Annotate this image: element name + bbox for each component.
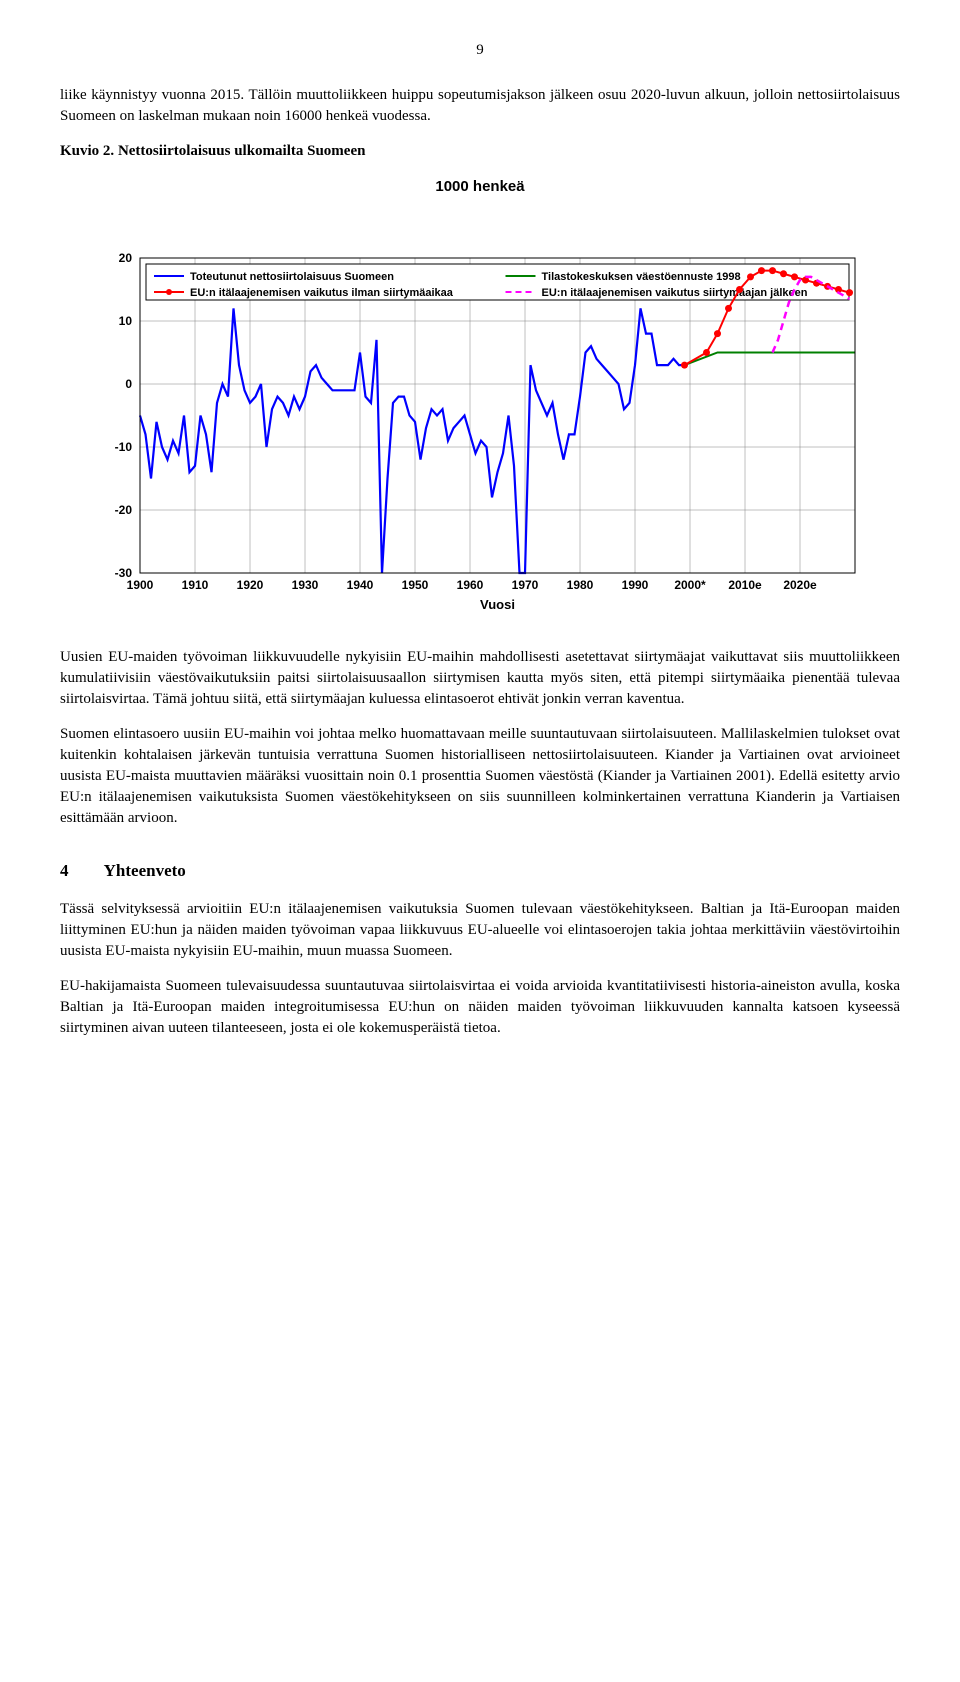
para-after-1: Uusien EU-maiden työvoiman liikkuvuudell… — [60, 647, 900, 710]
svg-text:EU:n itälaajenemisen vaikutus: EU:n itälaajenemisen vaikutus siirtymäaj… — [542, 287, 808, 299]
svg-text:1910: 1910 — [182, 578, 209, 592]
svg-text:Toteutunut nettosiirtolaisuus: Toteutunut nettosiirtolaisuus Suomeen — [190, 271, 394, 283]
section-title: Yhteenveto — [104, 861, 186, 880]
svg-text:1950: 1950 — [402, 578, 429, 592]
page-number: 9 — [60, 40, 900, 61]
section-number: 4 — [60, 859, 100, 883]
svg-text:2020e: 2020e — [783, 578, 817, 592]
para-after-2: Suomen elintasoero uusiin EU-maihin voi … — [60, 724, 900, 829]
svg-text:2000*: 2000* — [674, 578, 706, 592]
chart-y-units: 1000 henkeä — [60, 176, 900, 197]
svg-text:1990: 1990 — [622, 578, 649, 592]
chart-container: 1000 henkeä -30-20-100102019001910192019… — [60, 176, 900, 623]
svg-text:20: 20 — [119, 251, 133, 265]
svg-text:1960: 1960 — [457, 578, 484, 592]
svg-text:Tilastokeskuksen väestöennuste: Tilastokeskuksen väestöennuste 1998 — [542, 271, 741, 283]
svg-text:1940: 1940 — [347, 578, 374, 592]
svg-text:-10: -10 — [115, 440, 133, 454]
svg-text:EU:n itälaajenemisen vaikutus: EU:n itälaajenemisen vaikutus ilman siir… — [190, 287, 454, 299]
kuvio-caption: Nettosiirtolaisuus ulkomailta Suomeen — [118, 143, 366, 159]
figure-label: Kuvio 2. Nettosiirtolaisuus ulkomailta S… — [60, 141, 900, 162]
svg-text:Vuosi: Vuosi — [480, 597, 515, 612]
intro-paragraph: liike käynnistyy vuonna 2015. Tällöin mu… — [60, 85, 900, 127]
section-heading: 4 Yhteenveto — [60, 859, 900, 883]
svg-text:1970: 1970 — [512, 578, 539, 592]
svg-text:2010e: 2010e — [728, 578, 762, 592]
line-chart: -30-20-100102019001910192019301940195019… — [90, 203, 870, 623]
kuvio-label: Kuvio 2. — [60, 143, 114, 159]
svg-text:1920: 1920 — [237, 578, 264, 592]
svg-text:10: 10 — [119, 314, 133, 328]
section-para-2: EU-hakijamaista Suomeen tulevaisuudessa … — [60, 976, 900, 1039]
svg-text:0: 0 — [125, 377, 132, 391]
svg-text:1980: 1980 — [567, 578, 594, 592]
svg-text:-20: -20 — [115, 503, 133, 517]
svg-text:1900: 1900 — [127, 578, 154, 592]
section-para-1: Tässä selvityksessä arvioitiin EU:n itäl… — [60, 899, 900, 962]
svg-text:1930: 1930 — [292, 578, 319, 592]
